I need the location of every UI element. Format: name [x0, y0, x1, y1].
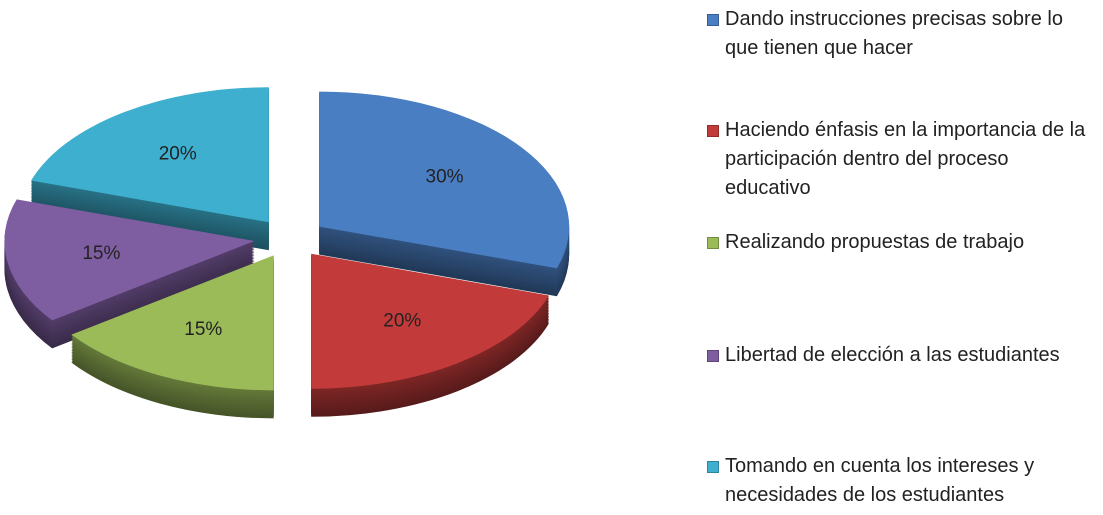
slice: [4, 199, 255, 321]
data-label: 20%: [383, 310, 421, 331]
legend-swatch: [707, 237, 719, 249]
legend-item: Libertad de elección a las estudiantes: [705, 341, 1095, 370]
data-label: 30%: [426, 166, 464, 187]
legend-swatch: [707, 125, 719, 137]
slice: [71, 255, 274, 391]
slice: [311, 253, 549, 389]
legend-label: Libertad de elección a las estudiantes: [725, 344, 1060, 366]
legend-swatch: [707, 461, 719, 473]
legend-label: Haciendo énfasis en la importancia de la…: [725, 119, 1086, 199]
pie-area: 30% 20% 15% 15% 20%: [4, 87, 570, 419]
slice: [319, 91, 570, 269]
legend-item: Haciendo énfasis en la importancia de la…: [705, 116, 1095, 203]
data-label: 15%: [184, 319, 222, 340]
legend-label: Tomando en cuenta los intereses y necesi…: [725, 455, 1035, 506]
legend-item: Tomando en cuenta los intereses y necesi…: [705, 452, 1095, 510]
legend-swatch: [707, 14, 719, 26]
slice: [31, 87, 269, 223]
legend-label: Realizando propuestas de trabajo: [725, 231, 1025, 253]
data-label: 15%: [82, 243, 120, 264]
legend-item: Dando instrucciones precisas sobre lo qu…: [705, 5, 1095, 63]
data-label: 20%: [159, 144, 197, 165]
legend-label: Dando instrucciones precisas sobre lo qu…: [725, 8, 1063, 59]
legend-swatch: [707, 350, 719, 362]
legend-item: Realizando propuestas de trabajo: [705, 228, 1095, 257]
